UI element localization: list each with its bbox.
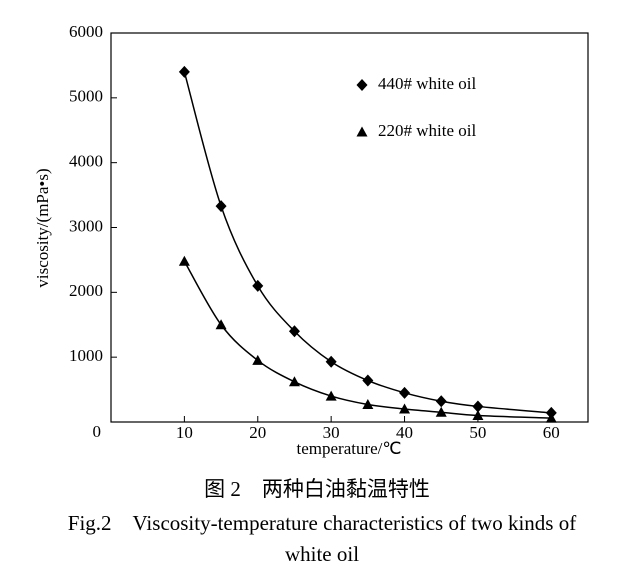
x-tick-label: 40 bbox=[396, 423, 413, 442]
data-point bbox=[288, 325, 300, 338]
data-point bbox=[215, 200, 227, 213]
y-tick-label: 2000 bbox=[69, 281, 103, 300]
y-tick-label: 4000 bbox=[69, 152, 103, 171]
caption-en: Fig.2 Viscosity-temperature characterist… bbox=[67, 511, 577, 566]
data-point bbox=[325, 355, 337, 368]
data-point bbox=[435, 406, 447, 417]
data-point bbox=[399, 386, 411, 399]
y-tick-label: 0 bbox=[93, 422, 102, 441]
x-tick-label: 20 bbox=[249, 423, 266, 442]
y-tick-label: 1000 bbox=[69, 346, 103, 365]
data-point bbox=[545, 412, 557, 423]
series-line bbox=[183, 71, 552, 414]
plot-frame bbox=[110, 32, 589, 423]
x-tick-label: 30 bbox=[323, 423, 340, 442]
legend-marker bbox=[356, 79, 368, 91]
data-point bbox=[178, 255, 190, 266]
legend-label: 440# white oil bbox=[378, 74, 476, 93]
data-point bbox=[252, 279, 264, 292]
legend-label: 220# white oil bbox=[378, 121, 476, 140]
x-axis-label: temperature/℃ bbox=[297, 439, 402, 458]
x-tick-label: 60 bbox=[543, 423, 560, 442]
x-tick-label: 10 bbox=[176, 423, 193, 442]
data-point bbox=[472, 400, 484, 413]
x-tick-label: 50 bbox=[469, 423, 486, 442]
y-tick-label: 6000 bbox=[69, 22, 103, 41]
data-point bbox=[215, 319, 227, 330]
chart: temperature/℃ viscosity/(mPa•s) 0 1000 200… bbox=[33, 22, 589, 458]
data-point bbox=[252, 354, 264, 365]
data-point bbox=[399, 403, 411, 414]
y-tick-label: 3000 bbox=[69, 216, 103, 235]
data-point bbox=[362, 374, 374, 387]
y-axis-label: viscosity/(mPa•s) bbox=[33, 168, 52, 287]
data-point bbox=[472, 410, 484, 421]
data-point bbox=[178, 65, 190, 78]
data-point bbox=[435, 395, 447, 408]
data-point bbox=[288, 376, 300, 387]
legend-marker bbox=[356, 126, 368, 137]
caption-cn: 图 2 两种白油黏温特性 bbox=[204, 477, 430, 501]
data-point bbox=[362, 398, 374, 409]
data-point bbox=[325, 390, 337, 401]
series-line bbox=[183, 260, 552, 419]
y-tick-label: 5000 bbox=[69, 87, 103, 106]
